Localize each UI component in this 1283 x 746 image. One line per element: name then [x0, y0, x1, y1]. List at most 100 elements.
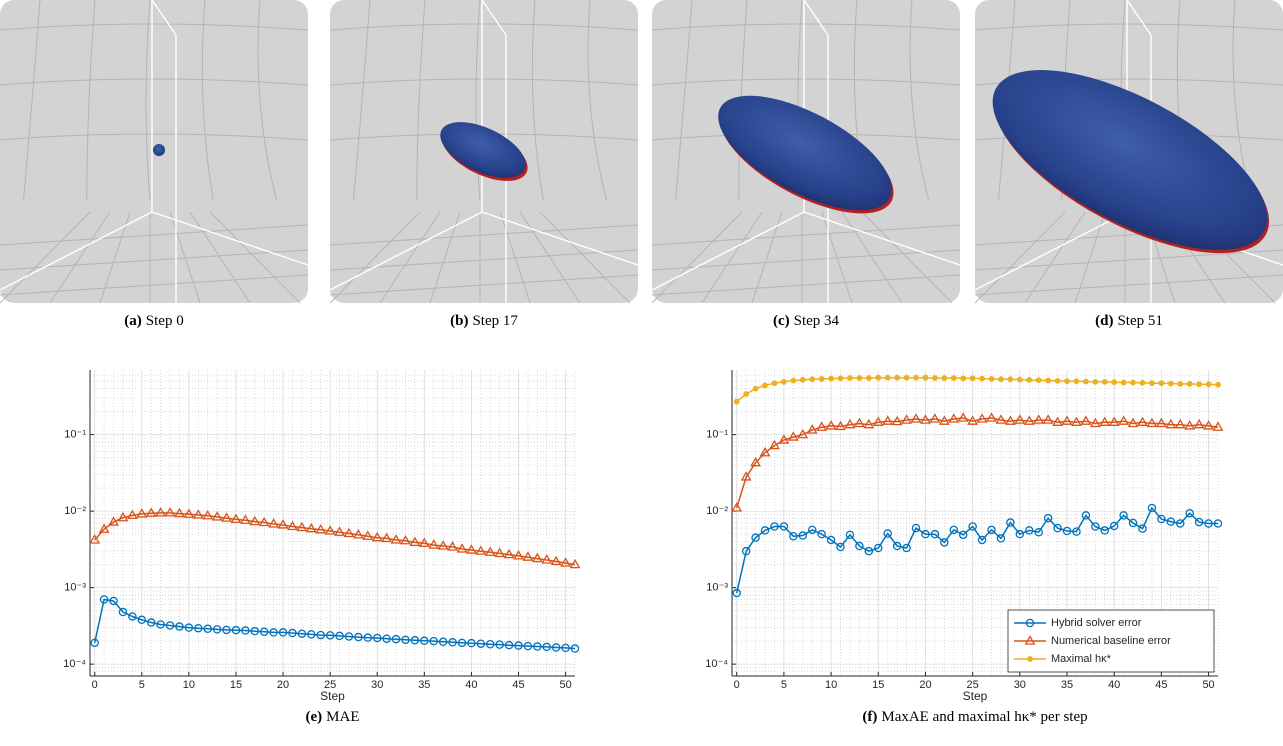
x-tick-label: 0	[92, 679, 98, 691]
x-tick-label: 40	[465, 679, 477, 691]
marker	[381, 532, 393, 543]
marker	[1111, 379, 1118, 386]
marker	[324, 525, 336, 535]
marker	[1025, 526, 1034, 535]
marker	[836, 542, 845, 552]
marker	[239, 514, 251, 524]
marker	[835, 420, 846, 431]
marker	[1072, 527, 1081, 536]
marker	[875, 374, 882, 381]
marker	[817, 529, 826, 539]
marker	[806, 424, 818, 434]
scene-grid	[0, 274, 309, 296]
marker	[503, 548, 515, 559]
marker	[1007, 376, 1014, 383]
cube-edge	[803, 0, 829, 36]
marker	[911, 523, 921, 533]
marker	[278, 628, 288, 637]
scene-grid	[861, 211, 953, 304]
marker	[1108, 416, 1120, 426]
y-tick-label: 10⁻¹	[706, 429, 728, 441]
marker	[418, 537, 430, 547]
marker	[853, 417, 865, 428]
marker	[1016, 376, 1023, 383]
x-tick-label: 10	[183, 679, 195, 691]
scene-grid	[539, 211, 631, 304]
marker	[429, 636, 438, 646]
marker	[447, 541, 458, 551]
marker	[967, 415, 979, 425]
marker	[569, 558, 581, 569]
marker	[950, 375, 957, 381]
marker	[874, 543, 883, 553]
marker	[465, 544, 477, 554]
render-panel	[329, 0, 639, 304]
marker	[979, 375, 985, 382]
marker	[401, 635, 410, 645]
render-panel	[651, 0, 961, 304]
marker	[1034, 527, 1043, 537]
marker	[155, 507, 167, 517]
x-tick-label: 30	[1014, 679, 1026, 691]
caption-text: Step 34	[794, 313, 840, 329]
scene-grid	[0, 224, 309, 246]
marker	[437, 540, 449, 550]
scene-grid	[531, 0, 544, 201]
marker	[476, 639, 486, 648]
marker	[192, 509, 204, 519]
marker	[751, 533, 760, 542]
marker	[1185, 508, 1194, 518]
scene-grid	[379, 211, 441, 304]
marker	[938, 415, 950, 425]
scene-grid	[974, 249, 1283, 271]
marker	[277, 519, 289, 529]
marker	[960, 375, 967, 382]
marker	[826, 535, 836, 545]
chart: 10⁻⁴ 10⁻³ 10⁻² 10⁻¹ 0 5 10 15 20 25 30 35 40 45 50 Step	[63, 370, 581, 703]
marker	[1045, 377, 1052, 384]
x-tick-label: 20	[919, 679, 931, 691]
scene-grid	[675, 0, 693, 201]
scene-grid	[701, 211, 763, 304]
marker	[920, 414, 931, 424]
marker	[145, 507, 157, 517]
marker	[1165, 418, 1177, 429]
cube-edge	[651, 211, 805, 291]
marker	[901, 414, 913, 424]
marker	[731, 502, 743, 512]
marker	[940, 538, 949, 547]
marker	[891, 415, 903, 426]
marker	[825, 420, 837, 430]
cube-edge	[151, 211, 309, 266]
marker	[1193, 418, 1205, 429]
marker	[175, 622, 184, 631]
marker	[778, 434, 790, 444]
marker	[249, 515, 261, 526]
marker	[1158, 380, 1165, 387]
marker	[222, 625, 231, 635]
marker	[184, 623, 194, 632]
marker	[1212, 421, 1224, 431]
marker	[1157, 514, 1166, 524]
marker	[221, 512, 232, 522]
x-tick-label: 40	[1108, 679, 1120, 691]
marker	[948, 413, 960, 423]
scene-grid	[145, 0, 151, 201]
x-tick-label: 5	[781, 679, 787, 691]
x-tick-label: 20	[277, 679, 289, 691]
marker	[787, 431, 799, 441]
x-tick-label: 5	[139, 679, 145, 691]
marker	[1147, 503, 1157, 513]
marker	[296, 521, 308, 532]
marker	[90, 638, 99, 648]
scene-grid	[201, 0, 214, 201]
legend-label: Numerical baseline error	[1051, 635, 1171, 647]
x-tick-label: 15	[872, 679, 884, 691]
marker	[288, 628, 297, 638]
marker	[316, 630, 325, 640]
marker	[930, 529, 940, 539]
cube-edge	[481, 0, 507, 36]
marker	[913, 374, 919, 381]
marker	[883, 529, 892, 538]
